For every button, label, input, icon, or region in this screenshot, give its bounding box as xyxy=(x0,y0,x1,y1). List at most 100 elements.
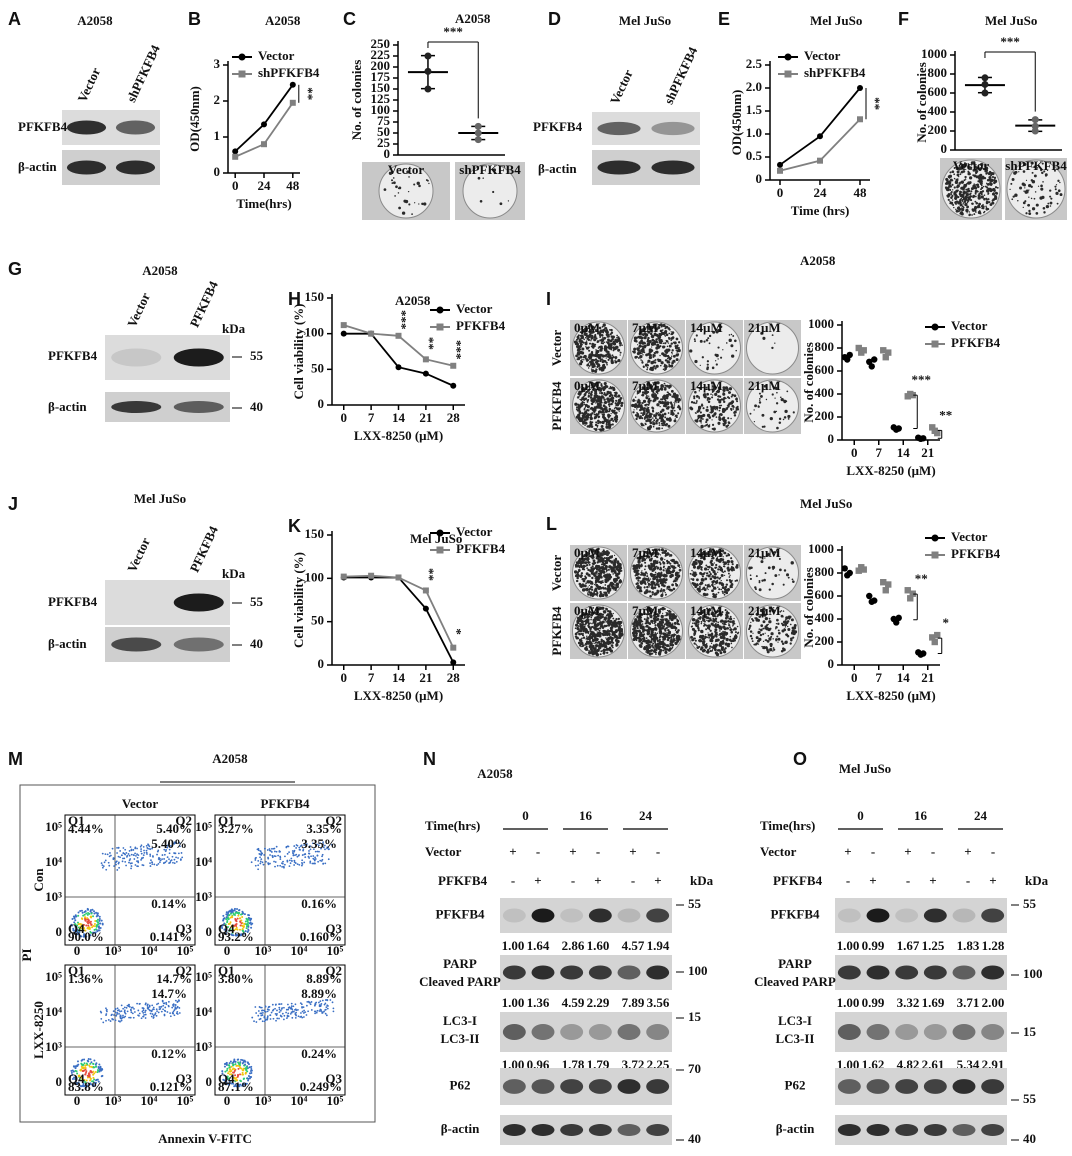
colony xyxy=(983,211,985,214)
colony xyxy=(584,421,588,425)
colony xyxy=(1049,195,1052,198)
image-label: shPFKFB4 xyxy=(459,162,521,177)
y-tick-label: 3 xyxy=(214,56,221,71)
colony xyxy=(640,412,643,415)
colony xyxy=(638,344,642,348)
colony xyxy=(792,411,795,414)
colony xyxy=(592,562,595,566)
dose-label: 21μM xyxy=(748,545,781,560)
colony xyxy=(577,637,580,640)
colony xyxy=(782,610,785,612)
colony xyxy=(1042,181,1044,183)
colony xyxy=(718,588,721,591)
colony xyxy=(698,645,701,648)
colony xyxy=(654,583,657,587)
colony xyxy=(673,419,677,423)
colony xyxy=(775,410,778,413)
colony xyxy=(655,651,658,654)
colony xyxy=(675,399,678,402)
panel-letter: F xyxy=(898,9,909,29)
colony xyxy=(602,415,605,419)
colony xyxy=(759,399,761,402)
colony xyxy=(660,387,664,391)
y-tick-label: 0 xyxy=(941,141,948,156)
colony xyxy=(1032,166,1034,168)
colony xyxy=(675,394,677,396)
colony xyxy=(663,646,667,650)
y-tick-label: 0 xyxy=(318,396,325,411)
colony xyxy=(643,618,646,621)
colony xyxy=(720,588,723,591)
colony xyxy=(718,577,721,580)
colony xyxy=(1028,196,1030,198)
x-axis-label: LXX-8250 (μM) xyxy=(354,428,443,443)
colony xyxy=(695,573,698,576)
colony xyxy=(612,621,615,624)
colony xyxy=(704,584,707,586)
colony xyxy=(969,176,973,180)
colony xyxy=(667,585,671,589)
colony xyxy=(674,414,677,417)
colony xyxy=(581,618,583,620)
colony xyxy=(639,408,642,412)
colony xyxy=(962,203,964,205)
colony xyxy=(657,548,661,551)
colony xyxy=(614,339,616,342)
colony xyxy=(674,403,676,405)
colony xyxy=(669,613,673,616)
y-axis-label: No. of colonies xyxy=(801,342,816,423)
colony xyxy=(704,577,708,581)
colony xyxy=(585,646,588,649)
significance-label: ** xyxy=(868,97,883,110)
colony xyxy=(603,645,607,648)
colony xyxy=(706,587,709,589)
colony xyxy=(633,409,635,411)
colony xyxy=(599,573,602,577)
colony xyxy=(653,398,657,402)
colony xyxy=(962,197,967,201)
data-point xyxy=(904,587,911,594)
colony xyxy=(1014,193,1018,197)
data-point xyxy=(931,551,939,559)
colony xyxy=(694,340,696,343)
colony xyxy=(612,335,615,339)
colony xyxy=(644,568,646,571)
colony xyxy=(593,642,595,645)
colony xyxy=(614,635,617,639)
colony xyxy=(582,412,587,416)
colony xyxy=(633,339,637,343)
colony xyxy=(709,405,712,407)
colony xyxy=(652,646,655,649)
colony xyxy=(642,637,646,641)
colony xyxy=(715,363,718,366)
colony xyxy=(599,336,602,338)
colony xyxy=(728,338,732,343)
colony xyxy=(650,573,654,578)
colony xyxy=(609,386,612,388)
colony xyxy=(638,633,642,637)
colony xyxy=(584,622,587,625)
colony xyxy=(703,340,706,343)
colony xyxy=(776,426,779,430)
colony xyxy=(711,583,714,586)
colony xyxy=(615,421,618,423)
colony xyxy=(585,346,587,348)
colony xyxy=(394,195,396,197)
colony xyxy=(658,359,662,362)
colony xyxy=(607,403,611,406)
colony xyxy=(728,334,731,336)
y-tick-label: 75 xyxy=(377,113,391,128)
colony xyxy=(771,393,774,396)
colony xyxy=(642,630,644,633)
colony xyxy=(641,570,643,572)
colony xyxy=(640,328,645,332)
colony xyxy=(653,359,655,362)
colony xyxy=(603,336,607,340)
colony xyxy=(1050,197,1053,200)
colony xyxy=(649,426,653,429)
colony xyxy=(983,197,986,201)
data-point xyxy=(395,574,402,581)
colony xyxy=(646,581,649,583)
colony xyxy=(598,333,602,337)
colony xyxy=(979,180,983,183)
